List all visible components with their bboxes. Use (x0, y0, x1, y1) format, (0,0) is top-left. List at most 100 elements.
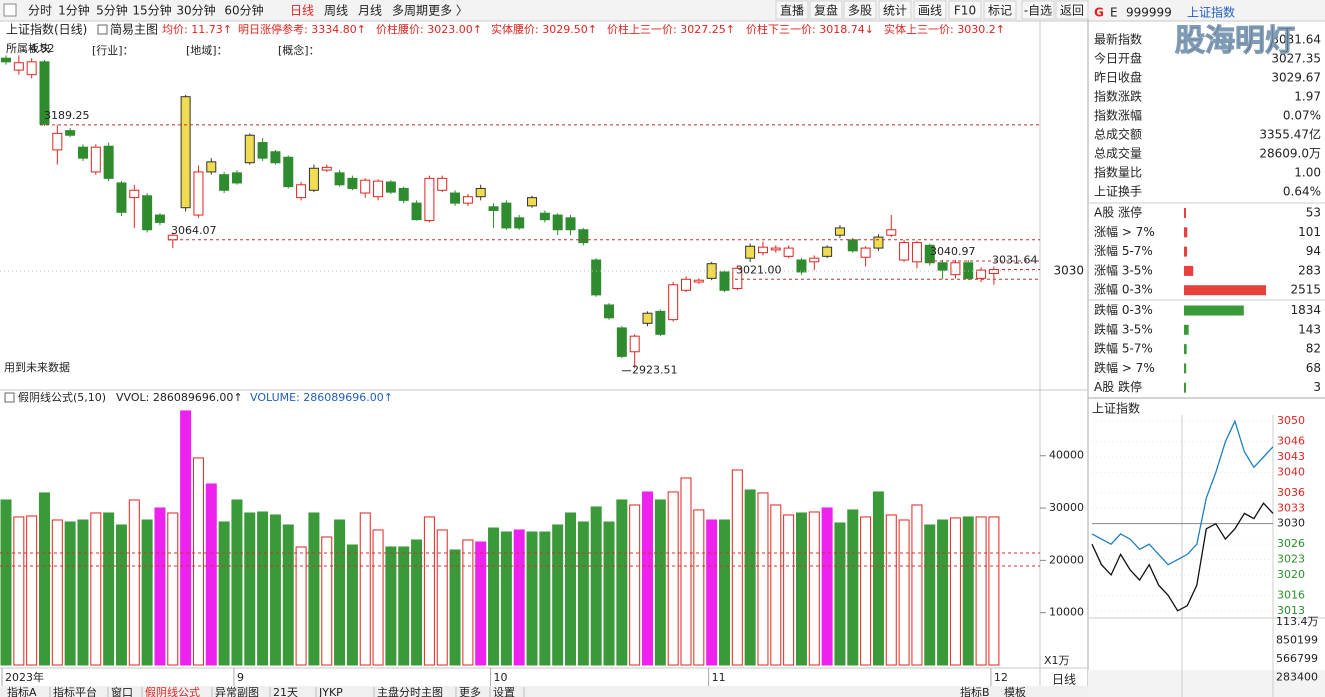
info-tag: [地域]： (186, 44, 228, 57)
main-chart-label[interactable]: 简易主图 (110, 23, 158, 37)
axis-unit: X1万 (1044, 654, 1070, 667)
toolbar-button-bg[interactable] (878, 0, 912, 20)
volume-bar (154, 507, 166, 666)
candle-body (167, 234, 178, 241)
volume-bar (103, 512, 115, 666)
breadth-bar (1184, 265, 1194, 276)
period-tab[interactable]: 周线 (324, 4, 348, 18)
volume-bar (192, 457, 204, 666)
bottom-tab[interactable]: 模板 (1004, 685, 1026, 697)
period-tab[interactable]: 15分钟 (132, 3, 171, 18)
toolbar-button-bg[interactable] (913, 0, 947, 20)
candle-body (911, 242, 922, 263)
toolbar-icon[interactable] (3, 3, 17, 17)
toolbar-button[interactable]: 标记 (988, 4, 1012, 18)
quote-value: 3355.47亿 (1259, 127, 1321, 142)
bottom-tab[interactable]: 设置 (493, 686, 515, 697)
mini-tick-label: 3020 (1277, 568, 1305, 581)
period-tab[interactable]: 月线 (358, 4, 382, 18)
indicator-toggle[interactable] (4, 392, 15, 403)
quote-label: 昨日收盘 (1094, 70, 1142, 85)
bottom-tab[interactable]: 假阴线公式 (145, 685, 200, 697)
mini-title: 上证指数 (1092, 401, 1140, 416)
bottom-tab[interactable]: 主盘分时主图 (377, 685, 443, 697)
toolbar-button[interactable]: 返回 (1060, 4, 1084, 18)
candle-body (976, 269, 987, 279)
volume-bar (911, 504, 923, 666)
toolbar-button[interactable]: 直播 (780, 4, 804, 18)
period-tab[interactable]: 30分钟 (176, 3, 215, 18)
mini-volume-label: 850199 (1276, 634, 1318, 647)
x-tick-label: 9 (237, 671, 244, 684)
toolbar-button-bg[interactable] (1055, 0, 1089, 20)
flag: E (1110, 6, 1118, 20)
period-tab[interactable]: 5分钟 (96, 3, 128, 18)
quote-label: 上证换手 (1094, 185, 1142, 199)
volume-bar (385, 546, 397, 666)
toolbar-button-bg[interactable] (948, 0, 982, 20)
volume-bar (398, 546, 410, 666)
toolbar-button[interactable]: 画线 (918, 4, 942, 18)
mini-volume-label: 566799 (1276, 652, 1318, 665)
toolbar-button[interactable]: 复盘 (814, 3, 838, 18)
y-tick-label: 20000 (1049, 553, 1084, 566)
volume-bar (667, 491, 679, 666)
toolbar-button-bg[interactable] (775, 0, 809, 20)
toolbar-button-bg[interactable] (809, 0, 843, 20)
volume-bar (603, 521, 615, 666)
quote-label: 总成交量 (1094, 146, 1142, 161)
bottom-tab[interactable]: 指标B (960, 685, 990, 697)
period-tab[interactable]: 分时 (28, 4, 52, 18)
bottom-tab[interactable]: 窗口 (111, 685, 133, 697)
breadth-label: 涨幅 > 7% (1094, 224, 1155, 239)
toolbar-button[interactable]: -自选 (1024, 4, 1052, 18)
volume-bar (898, 519, 910, 666)
toolbar-button[interactable]: 统计 (883, 4, 907, 18)
y-tick-label: 3030 (1053, 264, 1084, 278)
annotation-label: 3064.07 (171, 224, 217, 237)
toolbar-button[interactable]: 多股 (848, 4, 872, 18)
toolbar-button-bg[interactable] (843, 0, 877, 20)
volume-bar (244, 512, 256, 666)
candle-body (103, 145, 114, 179)
volume-bar (693, 509, 705, 666)
bottom-tab[interactable]: 更多 (459, 685, 481, 697)
panel-footer[interactable]: 日线 (1052, 673, 1076, 687)
volume-bar (462, 539, 474, 666)
candle-body (142, 195, 153, 231)
quote-value: 0.64% (1283, 185, 1321, 199)
mini-tick-label: 3013 (1277, 604, 1305, 617)
period-tab[interactable]: 60分钟 (224, 3, 263, 18)
quote-value: 0.07% (1283, 109, 1321, 123)
candle-body (398, 187, 409, 201)
warning: 用到未来数据 (4, 360, 70, 374)
breadth-bar (1184, 382, 1186, 393)
period-tab[interactable]: 多周期 (392, 4, 428, 18)
period-tab[interactable]: 更多 〉 (428, 4, 468, 18)
quote-label: 今日开盘 (1094, 51, 1142, 66)
bottom-tab[interactable]: 指标A (7, 685, 37, 697)
toolbar-button-bg[interactable] (1021, 0, 1055, 20)
breadth-value: 1834 (1290, 303, 1321, 317)
candle-body (527, 197, 538, 207)
toolbar-button-bg[interactable] (983, 0, 1017, 20)
volume-bar (924, 524, 936, 666)
period-tab[interactable]: 1分钟 (58, 3, 90, 18)
bottom-tab[interactable]: 异常副图 (215, 686, 259, 697)
checkbox[interactable] (97, 24, 108, 35)
watermark: 股海明灯 (1175, 24, 1295, 59)
bottom-tab[interactable]: 指标平台 (53, 685, 97, 697)
candle-body (514, 217, 525, 229)
mini-volume-label: 283400 (1276, 671, 1318, 684)
annotation-label: 3031.64 (992, 254, 1038, 267)
breadth-value: 283 (1298, 263, 1321, 277)
toolbar-button[interactable]: F10 (954, 4, 976, 18)
bottom-tab[interactable]: 21天 (273, 686, 298, 697)
period-tab[interactable]: 日线 (290, 4, 314, 18)
bottom-tab[interactable]: JYKP (318, 686, 343, 697)
volume-bar (436, 529, 448, 666)
breadth-label: A股 涨停 (1094, 205, 1142, 220)
candle-body (206, 161, 217, 173)
breadth-bar (1184, 305, 1244, 316)
